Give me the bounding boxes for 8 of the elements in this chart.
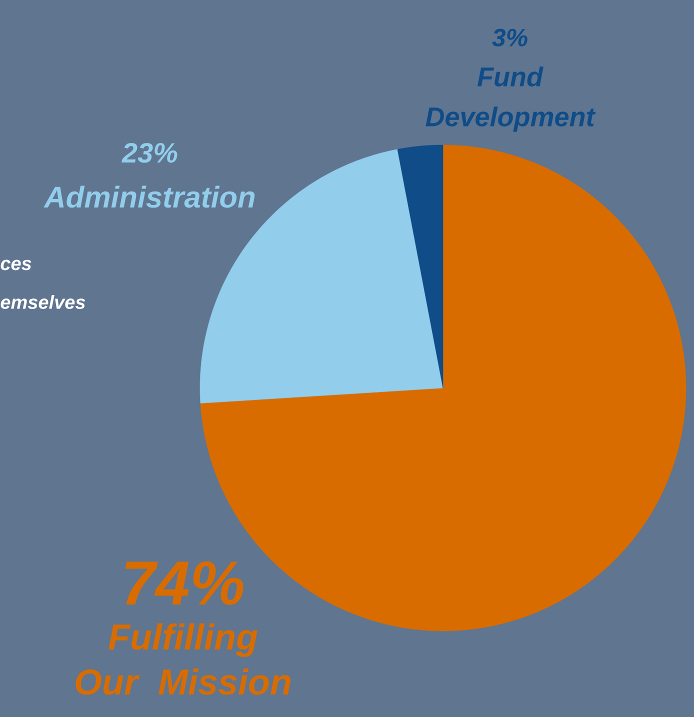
data-label: 74% — [125, 561, 244, 605]
text: emselves — [0, 295, 86, 309]
text: ces — [0, 260, 32, 270]
slice-label: Fulfilling Our Mission — [76, 623, 290, 695]
data-label: 3% — [492, 28, 528, 46]
slice-label: Fund Development — [426, 66, 596, 132]
slice-label: Administration — [44, 186, 255, 208]
data-label: 23% — [122, 142, 178, 163]
